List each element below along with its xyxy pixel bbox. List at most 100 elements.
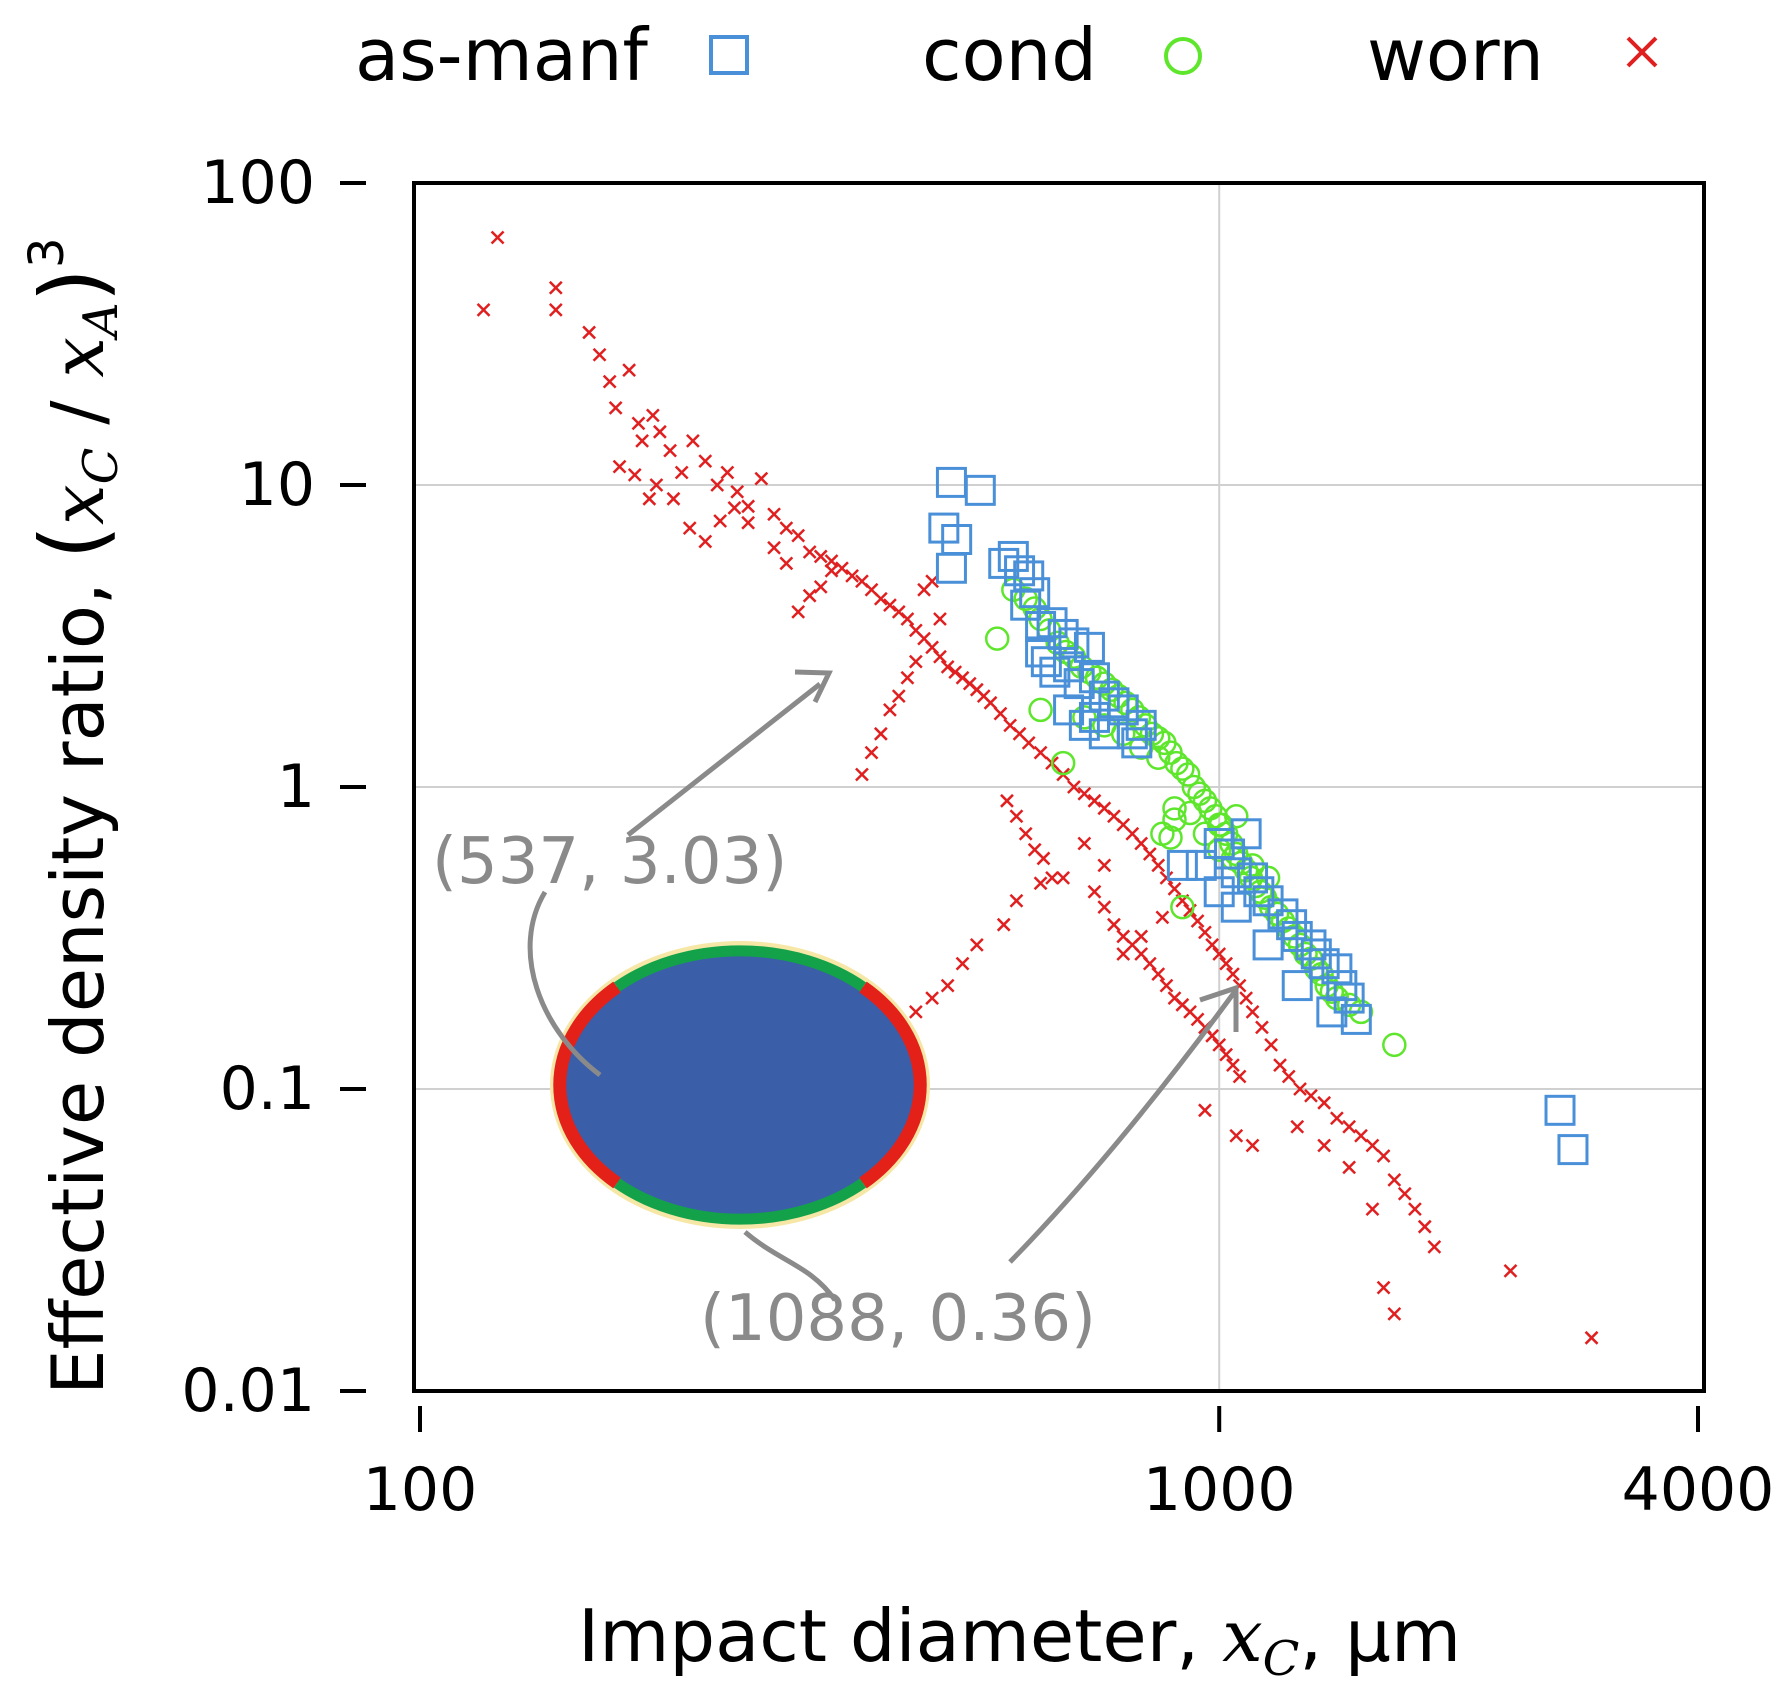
worn-point [1264, 1037, 1278, 1052]
cond-point [1028, 697, 1053, 723]
y-tick-label-1: 10 [239, 450, 315, 520]
worn-point [933, 612, 947, 626]
as-manf-point [964, 474, 996, 506]
worn-point [642, 491, 657, 506]
annotation-arrowhead-2 [1199, 984, 1239, 1032]
as-manf-point [1557, 1134, 1589, 1166]
worn-point [1205, 938, 1220, 952]
worn-point [996, 917, 1011, 932]
worn-point [1226, 1058, 1240, 1072]
as-manf-point [1025, 610, 1057, 642]
worn-point [1226, 967, 1240, 982]
worn-point [1397, 1186, 1412, 1201]
cond-point [1162, 796, 1187, 821]
worn-point [1021, 735, 1036, 750]
particle-illustration [550, 941, 930, 1229]
as-manf-point [1203, 876, 1235, 908]
as-manf-point [1220, 857, 1252, 889]
cond-point [1192, 788, 1218, 814]
worn-point [948, 665, 963, 680]
as-manf-point [1316, 996, 1348, 1028]
worn-point [1219, 1047, 1234, 1062]
worn-point [813, 579, 828, 594]
worn-point [682, 521, 697, 535]
worn-point [855, 767, 869, 782]
worn-point [873, 726, 888, 741]
particle-left-arc [553, 981, 621, 1189]
series-as-manf [928, 466, 1589, 1166]
worn-point [1387, 1173, 1402, 1187]
worn-point [900, 670, 915, 685]
worn-point [1205, 1028, 1220, 1043]
worn-point [1365, 1138, 1380, 1153]
as-manf-point [1544, 1094, 1576, 1126]
as-manf-point [1073, 631, 1105, 663]
worn-point [1134, 836, 1149, 851]
particle-body [560, 951, 920, 1219]
y-tick-label-0: 100 [200, 148, 315, 218]
worn-point [1239, 991, 1254, 1005]
worn-point [1245, 1138, 1260, 1153]
worn-point [686, 433, 700, 448]
worn-point [983, 695, 998, 710]
worn-point [612, 459, 627, 474]
worn-point [955, 956, 970, 971]
worn-point [727, 500, 742, 515]
worn-point [698, 454, 713, 468]
worn-point [1107, 917, 1121, 932]
worn-point [891, 689, 906, 703]
y-axis-title: Effective density ratio, (xC / xA)3 [19, 237, 129, 1395]
annotation-curve-2 [743, 1230, 838, 1302]
worn-point [824, 563, 839, 578]
worn-point [1503, 1263, 1518, 1278]
worn-point [1304, 1088, 1318, 1103]
worn-point [1229, 1128, 1244, 1143]
worn-point [1293, 1082, 1307, 1096]
y-tick-label-3: 0.1 [220, 1054, 315, 1124]
worn-point [1354, 1128, 1368, 1143]
y-axis-title-den: x [36, 337, 120, 378]
worn-point [1045, 871, 1059, 885]
worn-point [1033, 876, 1048, 891]
worn-point [864, 745, 879, 760]
cond-point [1162, 807, 1187, 832]
worn-point [813, 549, 828, 564]
worn-point [476, 303, 491, 317]
worn-point [1056, 871, 1071, 885]
y-tick-label-2: 1 [277, 752, 315, 822]
worn-point [1417, 1219, 1432, 1234]
worn-point [1097, 900, 1112, 915]
worn-point [779, 556, 794, 571]
worn-point [940, 978, 955, 993]
worn-point [1036, 851, 1051, 866]
annotation-arrow-1 [626, 682, 822, 837]
cond-point [984, 626, 1010, 651]
as-manf-point [1125, 709, 1157, 741]
worn-point [602, 374, 617, 389]
worn-point [1255, 1020, 1269, 1035]
worn-point [1087, 793, 1102, 808]
worn-point [1009, 809, 1024, 824]
worn-point [1584, 1330, 1599, 1345]
worn-point [1077, 836, 1092, 851]
x-axis-ticks: 100 1000 4000 [363, 1406, 1774, 1525]
worn-point [622, 363, 637, 378]
cond-point [1177, 800, 1203, 826]
x-axis-title: Impact diameter, xC, µm [578, 1594, 1461, 1687]
annotation-arrow-2 [1008, 988, 1239, 1264]
particle-top-arc [613, 945, 867, 992]
worn-point [1155, 910, 1170, 925]
legend-marker-as-manf [709, 35, 749, 75]
worn-point [1033, 745, 1048, 760]
worn-point [1159, 978, 1174, 993]
worn-point [635, 433, 650, 448]
y-axis-title-den-sub: A [73, 302, 129, 341]
x-axis-title-sub: C [1263, 1631, 1300, 1687]
worn-point [652, 424, 667, 439]
as-manf-point [1281, 970, 1313, 1002]
worn-point [1009, 893, 1024, 908]
legend: as-manf cond worn [355, 13, 1658, 97]
worn-point [1281, 1069, 1296, 1084]
worn-point [1219, 956, 1234, 971]
as-manf-point [1088, 718, 1120, 750]
